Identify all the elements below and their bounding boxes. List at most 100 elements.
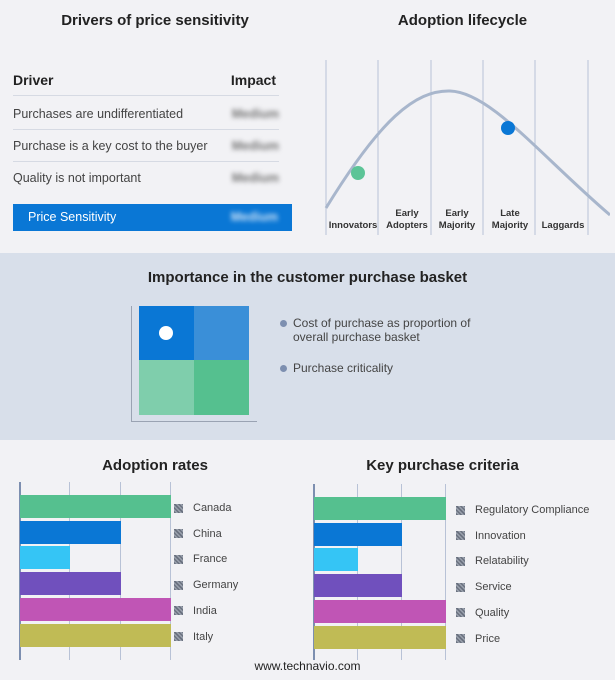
bar-price xyxy=(314,625,446,649)
quadrant-top-left xyxy=(139,306,194,360)
grid-line xyxy=(170,482,171,660)
bar-service xyxy=(314,574,402,598)
price-sensitivity-bar: Price Sensitivity Medium xyxy=(13,204,292,231)
impact-value: Medium xyxy=(231,171,279,185)
legend-item: Germany xyxy=(174,579,238,591)
bar-france xyxy=(20,546,71,570)
legend-swatch xyxy=(456,634,465,644)
lifecycle-chart xyxy=(324,60,610,235)
basket-title: Importance in the customer purchase bask… xyxy=(147,269,468,286)
bar-china xyxy=(20,520,121,544)
grid-line xyxy=(119,482,121,660)
bar-quality xyxy=(314,599,446,623)
legend-item: France xyxy=(174,553,227,565)
legend-swatch xyxy=(174,529,183,539)
bar-innovation xyxy=(314,522,402,546)
legend-label: Cost of purchase as proportion of overal… xyxy=(293,316,471,344)
driver-row: Quality is not important Medium xyxy=(13,162,279,194)
adoption-rates-chart: Canada China France Germany India Italy xyxy=(16,482,306,660)
grid-line xyxy=(69,482,71,660)
legend-item: Innovation xyxy=(456,530,526,542)
legend-label: Italy xyxy=(193,630,214,643)
legend-swatch xyxy=(456,556,465,566)
drivers-header: Driver Impact xyxy=(13,64,279,96)
price-sensitivity-value: Medium xyxy=(230,210,278,224)
drivers-title: Drivers of price sensitivity xyxy=(61,12,249,29)
adoption-rates-title: Adoption rates xyxy=(102,457,208,474)
grid-line xyxy=(357,484,358,660)
stage-label: Late Majority xyxy=(491,208,529,231)
stage-label: Early Majority xyxy=(438,208,476,231)
axis-line xyxy=(313,484,315,660)
legend-dot xyxy=(280,320,287,328)
legend-label: Relatability xyxy=(475,555,529,568)
stage-label: Innovators xyxy=(328,220,378,231)
legend-item: India xyxy=(174,605,217,617)
legend-label: Regulatory Compliance xyxy=(475,504,590,516)
impact-value: Medium xyxy=(231,107,279,121)
axis-line xyxy=(19,482,21,660)
quadrant-axes xyxy=(131,306,257,422)
legend-item: Quality xyxy=(456,607,509,619)
legend-label: Germany xyxy=(193,579,239,592)
quadrant-bottom-right xyxy=(194,360,249,415)
bar-germany xyxy=(20,572,121,596)
legend-label: India xyxy=(193,604,217,617)
legend-label: Innovation xyxy=(475,529,526,542)
legend-swatch xyxy=(174,580,183,590)
bar-india xyxy=(20,597,171,621)
legend-label: Quality xyxy=(475,606,510,619)
innovators-marker xyxy=(351,166,365,180)
impact-value: Medium xyxy=(231,139,279,153)
driver-row: Purchases are undifferentiated Medium xyxy=(13,98,279,130)
legend-label: Canada xyxy=(193,502,232,514)
legend-swatch xyxy=(456,531,465,541)
legend-swatch xyxy=(174,554,183,564)
legend-swatch xyxy=(456,608,465,618)
grid-line xyxy=(401,484,402,660)
legend-item: Service xyxy=(456,581,512,593)
legend-swatch xyxy=(174,606,183,616)
impact-col-header: Impact xyxy=(230,72,276,88)
driver-label: Purchase is a key cost to the buyer xyxy=(13,139,208,153)
bar-relatability xyxy=(314,548,358,572)
bar-regulatory-compliance xyxy=(314,497,446,520)
legend-criticality: Purchase criticality xyxy=(280,361,393,375)
quadrant-bottom-left xyxy=(139,360,194,415)
legend-label: France xyxy=(193,553,228,566)
legend-swatch xyxy=(456,582,465,592)
bar-italy xyxy=(20,623,171,647)
legend-item: Price xyxy=(456,633,500,645)
driver-col-header: Driver xyxy=(13,72,54,88)
quadrant-top-right xyxy=(194,306,249,360)
basket-section: Importance in the customer purchase bask… xyxy=(0,253,615,440)
legend-item: China xyxy=(174,528,222,540)
legend-item: Regulatory Compliance xyxy=(456,504,589,516)
legend-swatch xyxy=(174,632,183,642)
driver-row: Purchase is a key cost to the buyer Mediu… xyxy=(13,130,279,162)
stage-label: Early Adopters xyxy=(386,208,428,231)
grid-line xyxy=(445,484,446,660)
legend-swatch xyxy=(174,503,183,513)
legend-label: Purchase criticality xyxy=(293,361,394,375)
late-majority-marker xyxy=(501,121,515,135)
legend-item: Canada xyxy=(174,502,232,514)
legend-swatch xyxy=(456,505,465,515)
legend-item: Relatability xyxy=(456,555,529,567)
kpc-chart: Regulatory Compliance Innovation Relatabil… xyxy=(310,484,610,660)
legend-label: China xyxy=(193,527,222,540)
driver-label: Quality is not important xyxy=(13,171,141,185)
legend-label: Price xyxy=(475,632,501,645)
legend-item: Italy xyxy=(174,631,213,643)
bar-canada xyxy=(20,495,171,518)
price-sensitivity-label: Price Sensitivity xyxy=(28,210,117,224)
legend-dot xyxy=(280,365,287,373)
selected-marker xyxy=(159,326,173,340)
stage-label: Laggards xyxy=(541,220,585,231)
driver-label: Purchases are undifferentiated xyxy=(13,107,184,121)
legend-cost: Cost of purchase as proportion of overal… xyxy=(280,316,490,344)
kpc-title: Key purchase criteria xyxy=(366,457,519,474)
lifecycle-title: Adoption lifecycle xyxy=(397,12,528,29)
footer-url[interactable]: www.technavio.com xyxy=(254,659,361,673)
legend-label: Service xyxy=(475,581,512,594)
